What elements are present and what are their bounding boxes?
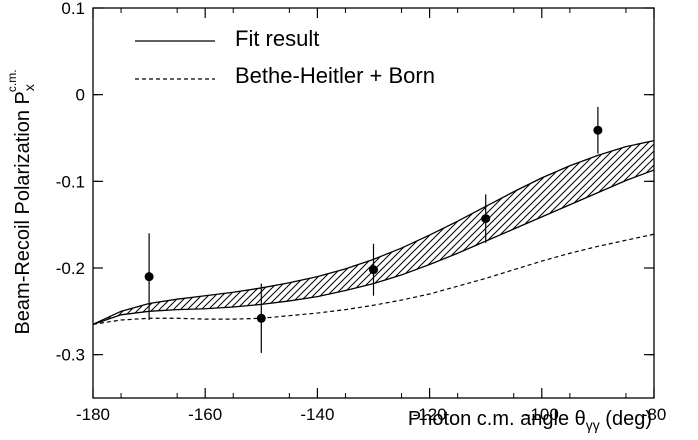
plot-frame <box>92 7 655 399</box>
x-axis-title: Photon c.m. angle θγγ (deg) <box>408 408 652 433</box>
x-tick-label: -80 <box>642 405 667 424</box>
data-point <box>256 313 266 323</box>
legend: Fit result Bethe-Heitler + Born <box>135 26 435 88</box>
fit-band-area <box>93 140 654 325</box>
x-tick-label: -160 <box>188 405 222 424</box>
y-tick-label: 0.1 <box>61 0 85 18</box>
curves <box>92 233 655 325</box>
legend-bh-label: Bethe-Heitler + Born <box>235 63 435 88</box>
x-tick-label: -140 <box>300 405 334 424</box>
data-point <box>144 272 154 282</box>
y-tick-label: -0.2 <box>56 259 85 278</box>
legend-fit-label: Fit result <box>235 26 319 51</box>
x-axis-title-unit: (deg) <box>600 408 652 430</box>
x-tick-label: -100 <box>525 405 559 424</box>
data-point <box>593 125 603 135</box>
y-tick-label: -0.3 <box>56 346 85 365</box>
plot-border <box>92 7 655 399</box>
x-tick-label: -180 <box>76 405 110 424</box>
bethe-heitler-curve <box>92 233 655 325</box>
data-points <box>144 106 603 353</box>
axis-ticks: -180 -160 -140 -120 -100 -80 0.1 0 -0.1 -0.2 -0.3 <box>56 0 667 424</box>
x-tick-label: -120 <box>413 405 447 424</box>
x-axis-title-main: Photon c.m. angle θ <box>408 408 586 430</box>
fit-band <box>92 139 655 325</box>
y-tick-label: -0.1 <box>56 172 85 191</box>
y-tick-label: 0 <box>76 86 85 105</box>
y-axis-title-sub: x <box>21 84 37 91</box>
data-point <box>481 214 491 224</box>
x-axis-title-sub: γγ <box>586 417 600 433</box>
y-axis-title: Beam-Recoil Polarization Pxc.m. <box>5 69 37 334</box>
data-point <box>369 265 378 275</box>
y-axis-title-sup: c.m. <box>5 69 19 92</box>
y-axis-title-main: Beam-Recoil Polarization P <box>12 91 34 334</box>
